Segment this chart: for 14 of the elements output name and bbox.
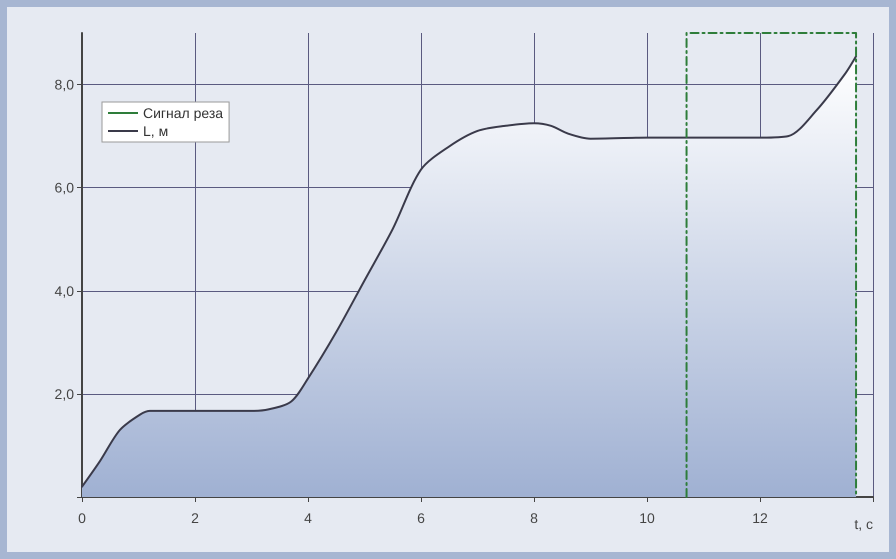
x-tick-label: 12 <box>752 510 768 526</box>
y-tick-label: 6,0 <box>54 180 74 196</box>
legend-label: L, м <box>143 123 168 139</box>
y-tick-label: 4,0 <box>54 282 74 299</box>
x-tick-label: 2 <box>191 510 200 526</box>
legend-label: Сигнал реза <box>143 105 224 121</box>
x-tick-label: 10 <box>639 510 655 526</box>
x-axis-title: t, c <box>854 516 873 532</box>
x-tick-label: 6 <box>417 510 426 526</box>
y-tick-label: 8,0 <box>54 76 74 93</box>
y-tick-label: 2,0 <box>54 386 74 402</box>
x-tick-label: 4 <box>304 510 312 526</box>
x-tick-label: 0 <box>78 510 86 526</box>
x-tick-label: 8 <box>530 510 538 526</box>
